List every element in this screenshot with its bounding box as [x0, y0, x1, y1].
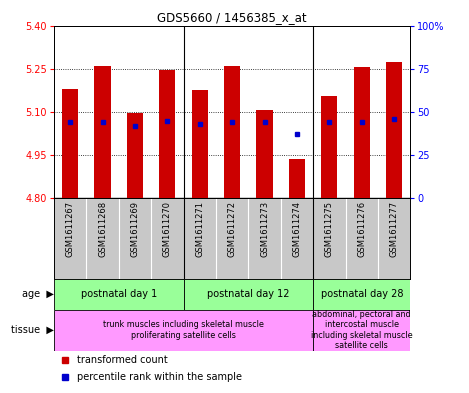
Text: GSM1611277: GSM1611277: [390, 201, 399, 257]
Text: abdominal, pectoral and
intercostal muscle
including skeletal muscle
satellite c: abdominal, pectoral and intercostal musc…: [311, 310, 413, 350]
Text: trunk muscles including skeletal muscle
proliferating satellite cells: trunk muscles including skeletal muscle …: [103, 320, 264, 340]
Text: postnatal day 12: postnatal day 12: [207, 289, 289, 299]
Text: GSM1611269: GSM1611269: [130, 201, 139, 257]
Text: tissue  ▶: tissue ▶: [11, 325, 54, 335]
Bar: [321, 96, 338, 198]
Bar: [354, 67, 370, 198]
Bar: [313, 310, 410, 351]
Text: GSM1611272: GSM1611272: [227, 201, 237, 257]
Text: GSM1611268: GSM1611268: [98, 201, 107, 257]
Bar: [159, 70, 175, 198]
Text: GSM1611271: GSM1611271: [195, 201, 204, 257]
Bar: [54, 310, 313, 351]
Bar: [183, 279, 313, 310]
Bar: [289, 160, 305, 198]
Text: GSM1611274: GSM1611274: [293, 201, 302, 257]
Text: age  ▶: age ▶: [22, 289, 54, 299]
Text: transformed count: transformed count: [77, 355, 168, 365]
Text: GSM1611276: GSM1611276: [357, 201, 366, 257]
Text: percentile rank within the sample: percentile rank within the sample: [77, 371, 242, 382]
Text: GSM1611273: GSM1611273: [260, 201, 269, 257]
Bar: [127, 113, 143, 198]
Text: GSM1611275: GSM1611275: [325, 201, 334, 257]
Bar: [192, 90, 208, 198]
Bar: [94, 66, 111, 198]
Bar: [62, 89, 78, 198]
Title: GDS5660 / 1456385_x_at: GDS5660 / 1456385_x_at: [157, 11, 307, 24]
Bar: [54, 279, 183, 310]
Text: GSM1611267: GSM1611267: [66, 201, 75, 257]
Text: GSM1611270: GSM1611270: [163, 201, 172, 257]
Bar: [386, 62, 402, 198]
Text: postnatal day 1: postnatal day 1: [81, 289, 157, 299]
Bar: [257, 110, 272, 198]
Bar: [224, 66, 240, 198]
Text: postnatal day 28: postnatal day 28: [320, 289, 403, 299]
Bar: [313, 279, 410, 310]
